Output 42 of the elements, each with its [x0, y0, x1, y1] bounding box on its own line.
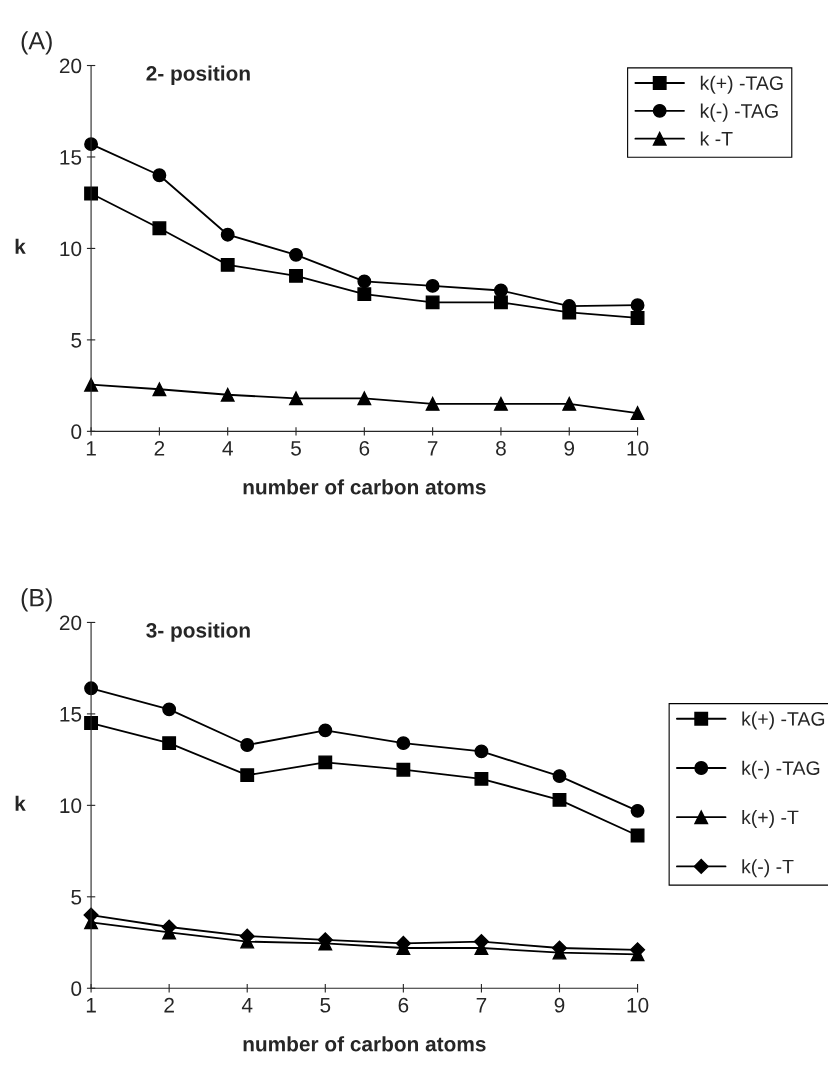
text: (A) — [21, 31, 52, 55]
y-tick-label: 20 — [59, 615, 82, 631]
x-tick-label: 2 — [154, 440, 165, 456]
legend-label: k(-) -TAG — [742, 760, 820, 779]
y-tick-label: 10 — [60, 241, 82, 257]
x-axis-title: number of carbon atoms — [243, 479, 486, 495]
x-tick-label: 7 — [476, 998, 487, 1013]
y-tick-label: 0 — [71, 981, 82, 997]
legend-label: k(-) -TAG — [700, 103, 778, 122]
x-tick-label: 5 — [291, 441, 301, 456]
x-tick-label: 2 — [164, 997, 174, 1013]
x-tick-label: 4 — [241, 998, 253, 1013]
x-tick-label: 6 — [398, 997, 409, 1013]
y-tick-label: 5 — [71, 890, 82, 905]
y-axis-title: k — [15, 238, 26, 254]
x-tick-label: 4 — [222, 441, 233, 456]
x-axis-title: number of carbon atoms — [243, 1036, 486, 1052]
x-tick-label: 5 — [320, 998, 331, 1013]
x-tick-label: 6 — [359, 440, 370, 456]
y-tick-label: 20 — [59, 58, 82, 74]
y-tick-label: 15 — [60, 150, 82, 165]
x-tick-label: 10 — [627, 997, 649, 1013]
x-tick-label: 9 — [564, 440, 575, 456]
y-tick-label: 10 — [60, 798, 82, 814]
legend-label: k(-) -T — [742, 859, 794, 878]
legend-label: k(+) -TAG — [742, 711, 825, 730]
x-tick-label: 9 — [554, 997, 565, 1013]
chart-title: 2- position — [146, 65, 250, 85]
x-tick-label: 7 — [427, 441, 438, 456]
legend-label: k -T — [700, 131, 733, 146]
text: (B) — [21, 588, 52, 612]
y-tick-label: 0 — [71, 424, 82, 440]
y-tick-label: 5 — [71, 333, 82, 348]
x-tick-label: 1 — [86, 441, 96, 456]
chart-title: 3- position — [146, 622, 250, 642]
x-tick-label: 8 — [496, 440, 506, 456]
legend-label: k(+) -TAG — [700, 75, 783, 94]
y-tick-label: 15 — [60, 707, 82, 722]
y-axis-title: k — [15, 795, 26, 811]
x-tick-label: 10 — [627, 440, 649, 456]
legend-label: k(+) -T — [742, 809, 799, 829]
x-tick-label: 1 — [86, 998, 96, 1013]
